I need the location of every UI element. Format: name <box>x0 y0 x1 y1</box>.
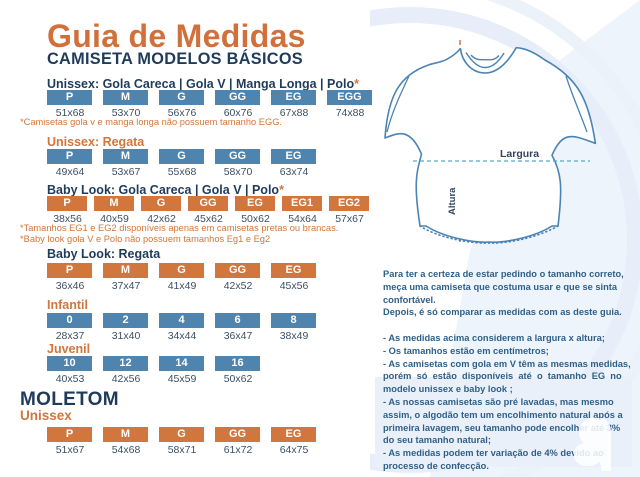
svg-text:Altura: Altura <box>447 187 458 215</box>
svg-text:Largura: Largura <box>500 148 539 160</box>
